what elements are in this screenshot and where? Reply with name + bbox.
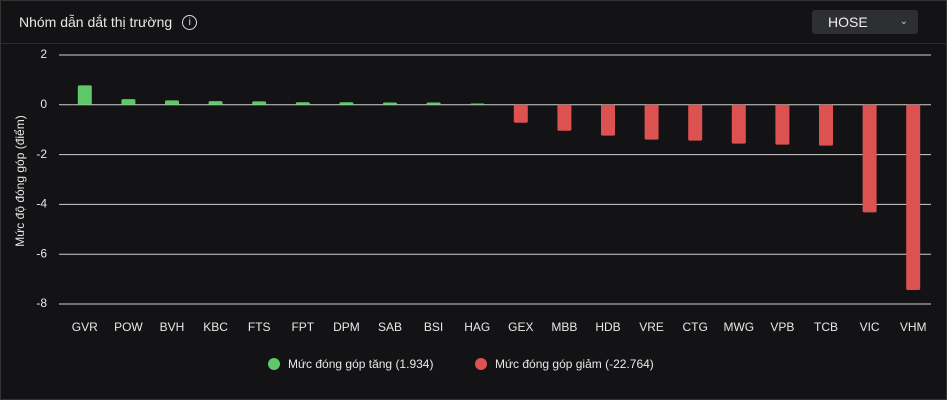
widget-title: Nhóm dẫn dắt thị trường bbox=[19, 14, 173, 30]
x-tick-label: HAG bbox=[464, 320, 490, 334]
legend-label: Mức đóng góp giảm (-22.764) bbox=[495, 357, 654, 371]
x-tick-label: FTS bbox=[248, 320, 271, 334]
bar bbox=[165, 100, 179, 105]
x-tick-label: POW bbox=[114, 320, 143, 334]
legend-label: Mức đóng góp tăng (1.934) bbox=[288, 357, 433, 371]
exchange-dropdown[interactable]: HOSE ⌄ bbox=[812, 10, 918, 34]
bar bbox=[295, 102, 310, 105]
x-tick-label: VHM bbox=[900, 320, 927, 334]
x-tick-label: CTG bbox=[683, 320, 708, 334]
bar bbox=[688, 104, 703, 141]
info-icon[interactable]: i bbox=[182, 14, 198, 30]
y-tick-label: -8 bbox=[36, 296, 47, 310]
caret: ⌄ bbox=[899, 16, 908, 27]
x-tick-label: KBC bbox=[203, 320, 228, 334]
bar bbox=[906, 104, 921, 291]
x-tick-label: HDB bbox=[595, 320, 620, 334]
legend-swatch bbox=[268, 358, 280, 370]
bar bbox=[601, 104, 615, 136]
bar bbox=[77, 85, 92, 105]
bar bbox=[862, 104, 877, 213]
x-tick-label: VRE bbox=[639, 320, 664, 334]
x-tick-label: VIC bbox=[860, 320, 880, 334]
x-tick-label: SAB bbox=[378, 320, 402, 334]
y-tick-label: 2 bbox=[40, 47, 47, 61]
bar bbox=[644, 104, 659, 140]
bar bbox=[426, 102, 441, 105]
x-tick-label: FPT bbox=[291, 320, 314, 334]
bar bbox=[252, 101, 267, 105]
bar bbox=[383, 102, 397, 105]
x-tick-label: GEX bbox=[508, 320, 533, 334]
x-tick-label: TCB bbox=[814, 320, 838, 334]
dropdown-value: HOSE bbox=[828, 14, 868, 30]
x-tick-label: MWG bbox=[723, 320, 754, 334]
x-tick-label: BVH bbox=[160, 320, 185, 334]
legend-swatch bbox=[475, 358, 487, 370]
bar bbox=[819, 104, 833, 146]
bar bbox=[513, 104, 528, 123]
y-tick-label: -6 bbox=[36, 246, 47, 260]
x-tick-label: MBB bbox=[551, 320, 577, 334]
bar bbox=[208, 101, 223, 105]
bar bbox=[121, 99, 136, 105]
x-tick-label: GVR bbox=[72, 320, 98, 334]
bar bbox=[470, 103, 485, 105]
y-tick-label: -4 bbox=[36, 197, 47, 211]
x-tick-label: BSI bbox=[424, 320, 443, 334]
y-tick-label: -2 bbox=[36, 147, 47, 161]
bar bbox=[775, 104, 790, 145]
y-tick-label: 0 bbox=[40, 97, 47, 111]
x-tick-label: DPM bbox=[333, 320, 360, 334]
x-tick-label: VPB bbox=[770, 320, 794, 334]
bar bbox=[339, 102, 354, 105]
bar bbox=[557, 104, 572, 131]
y-axis-label: Mức độ đóng góp (điểm) bbox=[13, 115, 27, 246]
bar bbox=[731, 104, 746, 144]
header: Nhóm dẫn dắt thị trường i bbox=[1, 1, 946, 44]
